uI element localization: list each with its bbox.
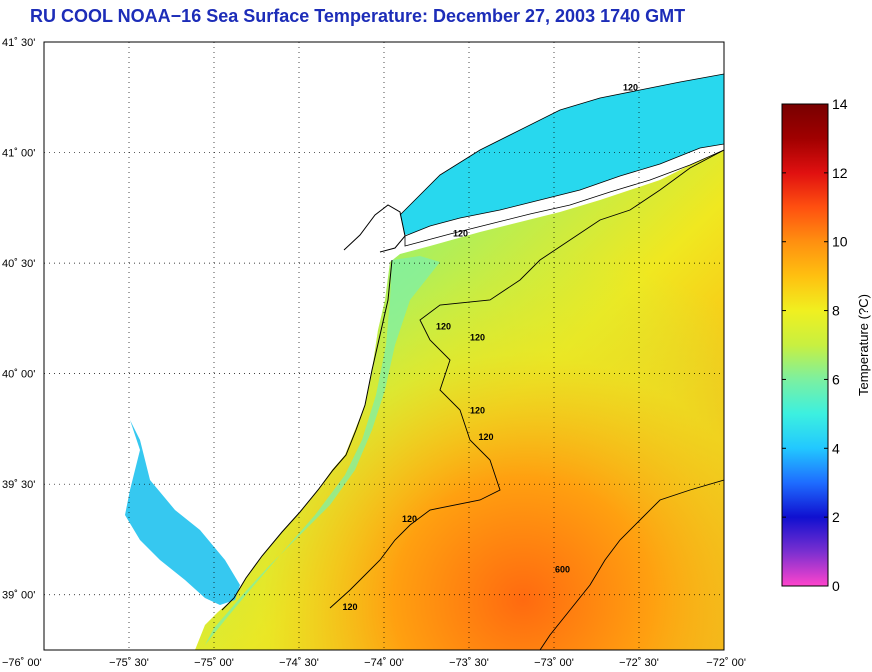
lon-tick-label: −72˚ 00' [706, 657, 746, 669]
colorbar-gradient [781, 103, 829, 587]
delaware-bay [125, 420, 240, 605]
colorbar-tick-label: 10 [832, 234, 848, 250]
lon-tick-label: −75˚ 00' [194, 657, 234, 669]
lon-tick-label: −72˚ 30' [619, 657, 659, 669]
lon-tick-label: −73˚ 00' [534, 657, 574, 669]
isobath-label: 120 [402, 514, 417, 524]
lat-tick-label: 39˚ 00' [2, 590, 35, 602]
ny-coastline [343, 204, 406, 253]
contour-labels: 120 120 120 120 120 120 120 120 600 [342, 83, 638, 613]
lat-tick-label: 41˚ 30' [2, 37, 35, 49]
nj-coastline [221, 259, 393, 611]
latitude-labels: 41˚ 30' 41˚ 00' 40˚ 30' 40˚ 00' 39˚ 30' 39˚ 0… [2, 37, 35, 602]
ct-coastline [399, 73, 724, 216]
colorbar-tick-label: 6 [832, 371, 840, 387]
colorbar-tick-label: 8 [832, 303, 840, 319]
long-island-land [404, 143, 724, 247]
warm-core-region [195, 150, 724, 650]
colorbar: 0 2 4 6 8 10 12 14 Temperature (?C) [781, 96, 871, 594]
isobath-label: 120 [453, 229, 468, 239]
lat-tick-label: 40˚ 00' [2, 369, 35, 381]
isobath-label: 120 [470, 332, 485, 342]
lon-tick-label: −76˚ 00' [2, 657, 42, 669]
lon-tick-label: −73˚ 30' [449, 657, 489, 669]
isobath-label: 120 [436, 321, 451, 331]
lat-tick-label: 40˚ 30' [2, 258, 35, 270]
isobath-600 [539, 479, 724, 650]
isobath-label: 120 [478, 432, 493, 442]
colorbar-tick-label: 14 [832, 96, 848, 112]
longitude-labels: −76˚ 00' −75˚ 30' −75˚ 00' −74˚ 30' −74˚ 00'… [2, 657, 746, 669]
colorbar-title: Temperature (?C) [856, 294, 871, 396]
colorbar-tick-label: 0 [832, 578, 840, 594]
colorbar-tick-label: 4 [832, 440, 840, 456]
lon-tick-label: −74˚ 30' [279, 657, 319, 669]
isobath-label: 120 [342, 602, 357, 612]
lat-tick-label: 41˚ 00' [2, 148, 35, 160]
lon-tick-label: −74˚ 00' [364, 657, 404, 669]
long-island-sound [400, 74, 724, 235]
lat-tick-label: 39˚ 30' [2, 479, 35, 491]
colorbar-ticks: 0 2 4 6 8 10 12 14 [782, 96, 848, 594]
isobath-label: 120 [623, 83, 638, 93]
isobath-120 [329, 149, 724, 609]
isobath-label: 600 [555, 565, 570, 575]
map-border [43, 41, 725, 651]
isobath-label: 120 [470, 405, 485, 415]
lon-tick-label: −75˚ 30' [109, 657, 149, 669]
colorbar-tick-label: 2 [832, 509, 840, 525]
colorbar-tick-label: 12 [832, 165, 848, 181]
map-title: RU COOL NOAA−16 Sea Surface Temperature:… [30, 6, 686, 26]
